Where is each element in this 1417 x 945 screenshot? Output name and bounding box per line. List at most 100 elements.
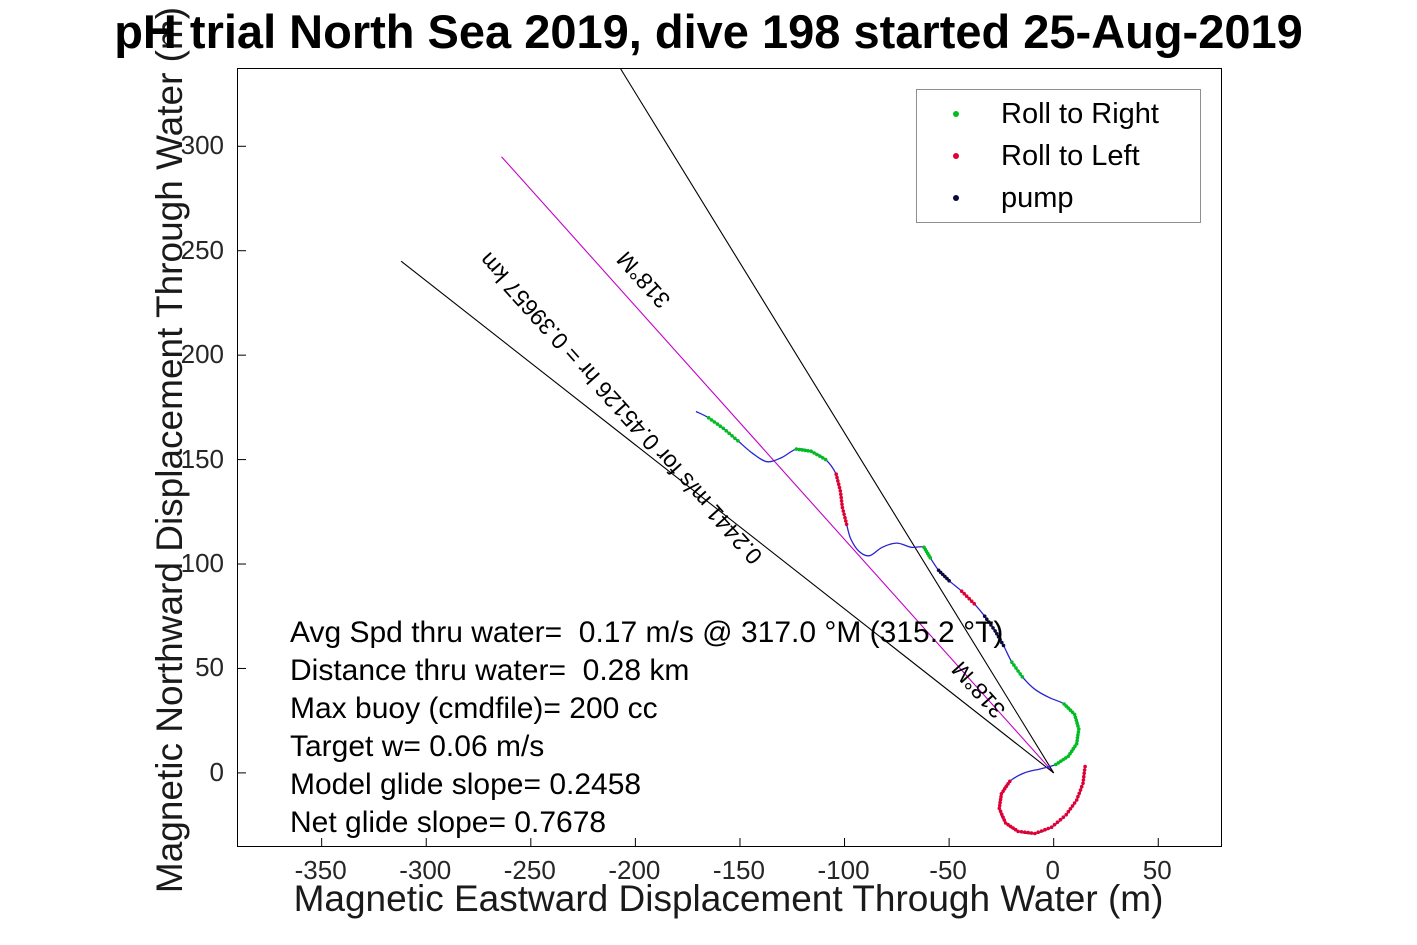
legend-item-roll-to-right: Roll to Right (917, 96, 1200, 132)
y-tick-label: 50 (195, 652, 224, 683)
y-tick-label: 100 (180, 548, 224, 579)
stats-line: Max buoy (cmdfile)= 200 cc (290, 692, 658, 725)
track-marker-dot (800, 448, 805, 452)
track-marker-dot (1073, 715, 1078, 720)
track-marker-dot (967, 596, 971, 601)
track-marker-dot (1000, 640, 1004, 645)
track-marker-dot (998, 809, 1003, 814)
track-marker-dot (1074, 741, 1079, 746)
track-marker-dot (840, 502, 844, 507)
track-marker-dot (721, 426, 725, 431)
track-marker-dot (1026, 830, 1030, 835)
track-marker-dot (1082, 768, 1087, 772)
track-marker-dot (1075, 721, 1079, 725)
track-marker-dot (997, 803, 1002, 808)
track-marker-dot (1081, 778, 1086, 782)
x-tick-label: -200 (608, 855, 661, 885)
track-marker-dot (836, 482, 841, 487)
x-tick-label: -150 (712, 855, 765, 885)
track-marker-dot (1008, 779, 1012, 784)
track-marker-dot (709, 418, 714, 422)
stats-line: Model glide slope= 0.2458 (290, 768, 642, 801)
track-marker-dot (1014, 666, 1018, 670)
track-marker-dot (959, 589, 964, 593)
figure-title: pH trial North Sea 2019, dive 198 starte… (114, 5, 1303, 58)
legend-marker-dot-icon (953, 111, 959, 117)
track-marker-dot (1078, 788, 1083, 792)
legend-label: Roll to Right (1001, 97, 1159, 130)
track-marker-dot (1003, 821, 1008, 825)
track-marker-dot (969, 599, 974, 603)
track-marker-dot (1082, 774, 1086, 779)
track-marker-dot (998, 797, 1003, 802)
track-marker-dot (839, 499, 844, 503)
track-marker-dot (1077, 791, 1081, 796)
track-marker-dot (1076, 730, 1081, 734)
legend-label: pump (1001, 181, 1074, 214)
track-marker-dot (1075, 738, 1079, 743)
track-marker-dot (843, 515, 847, 520)
y-tick-label: 150 (180, 443, 224, 474)
y-tick-label: 300 (180, 130, 224, 161)
track-marker-dot (733, 436, 737, 441)
track-marker-dot (706, 416, 711, 420)
track-marker-dot (1052, 822, 1057, 827)
track-marker-dot (1066, 809, 1071, 814)
track-marker-dot (989, 623, 993, 627)
legend-item-pump: pump (917, 180, 1200, 216)
track-marker-dot (712, 420, 717, 424)
track-marker-dot (998, 800, 1002, 805)
track-marker-dot (936, 568, 941, 573)
track-marker-dot (1077, 727, 1081, 731)
track-marker-dot (834, 472, 838, 477)
track-marker-dot (715, 422, 720, 426)
track-marker-dot (1018, 672, 1022, 676)
track-marker-dot (841, 509, 846, 513)
track-marker-dot (797, 447, 802, 452)
track-marker-dot (1036, 830, 1040, 834)
track-marker-dot (1076, 794, 1080, 799)
stats-line: Avg Spd thru water= 0.17 m/s @ 317.0 °M … (290, 616, 1004, 649)
track-marker-dot (806, 449, 810, 453)
track-marker-dot (838, 489, 843, 493)
track-marker-dot (1075, 736, 1080, 740)
track-marker-dot (1001, 815, 1005, 819)
reference-line-bearing-fan-left (400, 260, 1055, 774)
track-marker-dot (823, 457, 828, 462)
track-marker-dot (962, 591, 966, 596)
track-marker-dot (972, 601, 976, 606)
track-marker-dot (964, 594, 969, 598)
track-marker-dot (837, 485, 842, 490)
track-marker-dot (1049, 825, 1054, 829)
track-marker-dot (1082, 771, 1086, 776)
dive-stats-annotation: Avg Spd thru water= 0.17 m/s @ 317.0 °M … (290, 614, 1003, 842)
track-marker-dot (999, 794, 1003, 799)
track-marker-dot (991, 626, 995, 630)
track-marker-dot (840, 505, 845, 510)
track-marker-dot (844, 522, 849, 527)
track-marker-dot (1074, 718, 1079, 723)
track-marker-dot (1074, 798, 1079, 802)
track-marker-dot (922, 545, 926, 550)
stats-line: Net glide slope= 0.7678 (290, 806, 607, 839)
track-marker-dot (1029, 831, 1034, 835)
track-marker-dot (1081, 781, 1085, 786)
legend-marker-dot-icon (953, 195, 959, 201)
track-marker-dot (1033, 831, 1037, 836)
track-marker-dot (1055, 820, 1060, 824)
legend-item-roll-to-left: Roll to Left (917, 138, 1200, 174)
track-marker-dot (794, 447, 799, 451)
y-tick-label: 0 (209, 756, 224, 787)
track-marker-dot (812, 451, 816, 455)
y-tick-label: 200 (180, 339, 224, 370)
stats-line: Distance thru water= 0.28 km (290, 654, 690, 687)
track-marker-dot (1020, 675, 1025, 679)
track-marker-dot (996, 634, 1001, 639)
plot-canvas (238, 69, 1159, 846)
track-marker-dot (1070, 804, 1075, 808)
track-marker-dot (1072, 801, 1077, 805)
track-marker-dot (1001, 643, 1006, 648)
x-tick-label: 50 (1142, 855, 1172, 885)
track-marker-dot (998, 637, 1002, 642)
